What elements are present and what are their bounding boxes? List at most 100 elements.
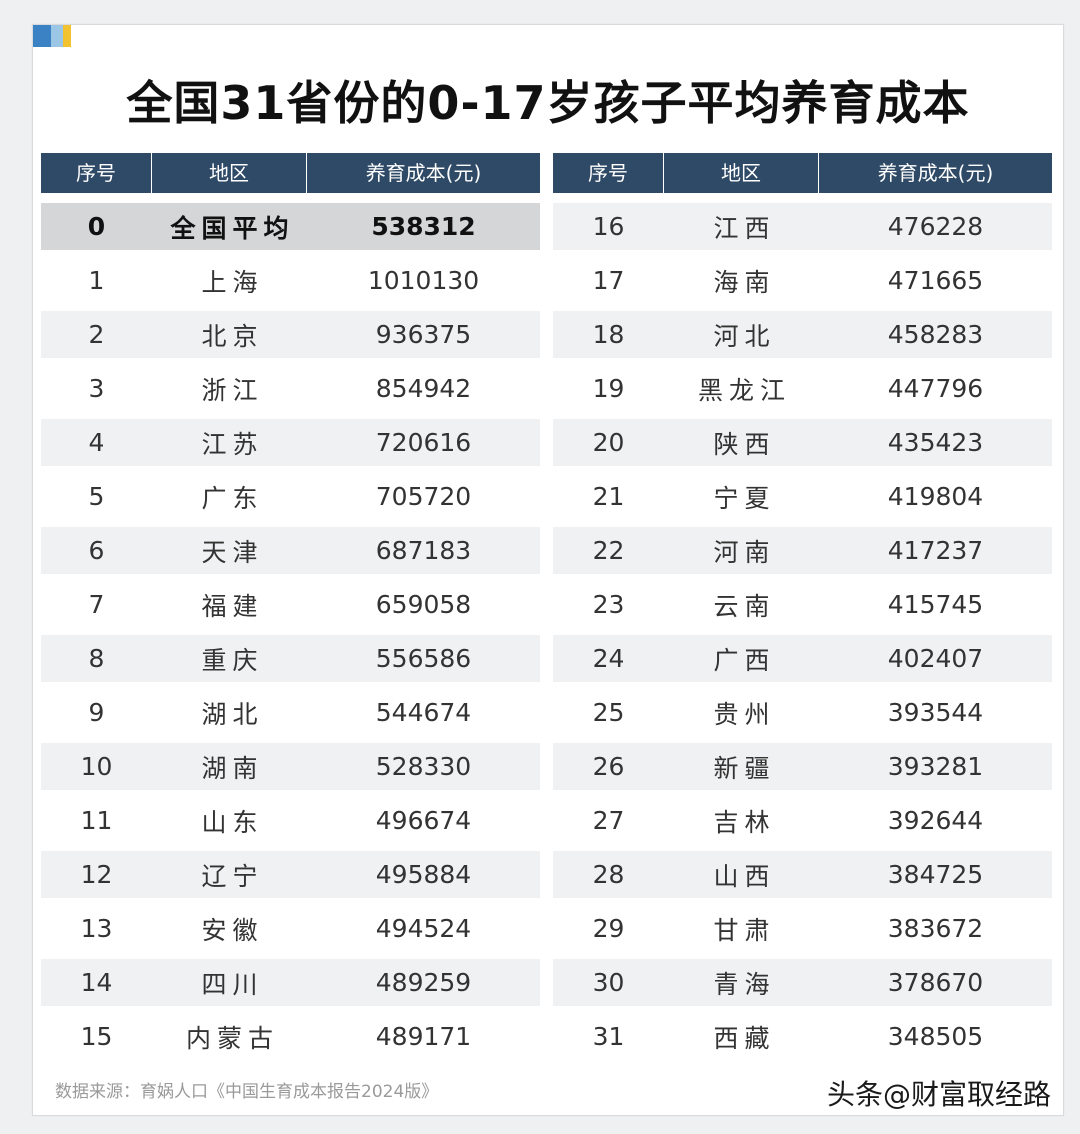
corner-mark-yellow [63,25,71,47]
row-cost: 720616 [375,428,472,457]
table-row: 23 云南 415745 [553,581,1052,628]
row-region: 天津 [201,537,264,567]
watermark: 头条@财富取经路 [822,1073,1055,1113]
table-row: 14 四川 489259 [41,959,540,1006]
row-region: 吉林 [713,807,776,837]
row-index: 25 [592,698,625,727]
row-region: 贵州 [713,699,776,729]
row-index: 31 [592,1022,625,1051]
row-region: 广东 [201,483,264,513]
corner-logo-mark [33,25,71,47]
row-cost: 489259 [375,968,472,997]
row-index: 30 [592,968,625,997]
row-region: 云南 [713,591,776,621]
table-row: 2 北京 936375 [41,311,540,358]
table-row: 18 河北 458283 [553,311,1052,358]
table-row: 31 西藏 348505 [553,1013,1052,1060]
table-row: 8 重庆 556586 [41,635,540,682]
row-region: 安徽 [201,915,264,945]
row-cost: 458283 [887,320,984,349]
row-cost: 415745 [887,590,984,619]
table-row: 6 天津 687183 [41,527,540,574]
row-region: 内蒙古 [185,1023,279,1053]
row-region: 广西 [713,645,776,675]
row-region: 河南 [713,537,776,567]
row-index: 6 [88,536,105,565]
row-cost: 435423 [887,428,984,457]
row-cost: 1010130 [367,266,480,295]
row-cost: 495884 [375,860,472,889]
row-region: 河北 [713,321,776,351]
row-region: 北京 [201,321,264,351]
row-index: 4 [88,428,105,457]
row-index: 27 [592,806,625,835]
table-header-left: 序号 地区 养育成本(元) [41,153,540,193]
table-row: 25 贵州 393544 [553,689,1052,736]
row-index: 18 [592,320,625,349]
row-index: 22 [592,536,625,565]
table-row: 27 吉林 392644 [553,797,1052,844]
row-index: 1 [88,266,105,295]
row-cost: 489171 [375,1022,472,1051]
cost-table-right: 序号 地区 养育成本(元) 16 江西 476228 17 海南 471665 18 河北 45… [553,153,1052,1060]
table-row: 30 青海 378670 [553,959,1052,1006]
row-region: 陕西 [713,429,776,459]
table-row: 29 甘肃 383672 [553,905,1052,952]
row-index: 5 [88,482,105,511]
row-cost: 494524 [375,914,472,943]
header-region: 地区 [152,153,307,193]
table-row: 12 辽宁 495884 [41,851,540,898]
row-region: 全国平均 [170,213,295,243]
row-cost: 348505 [887,1022,984,1051]
row-index: 10 [80,752,113,781]
table-row: 7 福建 659058 [41,581,540,628]
table-row: 24 广西 402407 [553,635,1052,682]
row-cost: 392644 [887,806,984,835]
row-index: 0 [87,212,106,241]
row-region: 四川 [201,969,264,999]
row-index: 11 [80,806,113,835]
table-row: 19 黑龙江 447796 [553,365,1052,412]
row-region: 湖北 [201,699,264,729]
row-region: 福建 [201,591,264,621]
row-index: 24 [592,644,625,673]
report-card: 全国31省份的0-17岁孩子平均养育成本 序号 地区 养育成本(元) 0 全国平均… [32,24,1064,1116]
row-cost: 393544 [887,698,984,727]
table-header-right: 序号 地区 养育成本(元) [553,153,1052,193]
row-region: 辽宁 [201,861,264,891]
row-cost: 538312 [371,212,476,241]
row-cost: 936375 [375,320,472,349]
row-index: 28 [592,860,625,889]
row-index: 21 [592,482,625,511]
row-index: 13 [80,914,113,943]
row-region: 江苏 [201,429,264,459]
row-index: 3 [88,374,105,403]
row-cost: 471665 [887,266,984,295]
row-region: 山东 [201,807,264,837]
corner-mark-blue [33,25,51,47]
table-row: 21 宁夏 419804 [553,473,1052,520]
header-cost: 养育成本(元) [365,161,482,185]
row-index: 15 [80,1022,113,1051]
row-cost: 659058 [375,590,472,619]
row-cost: 447796 [887,374,984,403]
row-region: 西藏 [713,1023,776,1053]
row-region: 新疆 [713,753,776,783]
row-region: 宁夏 [713,483,776,513]
page-title: 全国31省份的0-17岁孩子平均养育成本 [126,76,970,130]
table-row: 28 山西 384725 [553,851,1052,898]
table-row: 11 山东 496674 [41,797,540,844]
header-region: 地区 [664,153,819,193]
header-index: 序号 [41,153,152,193]
table-row: 22 河南 417237 [553,527,1052,574]
header-index: 序号 [553,153,664,193]
row-index: 17 [592,266,625,295]
row-region: 甘肃 [713,915,776,945]
row-region: 黑龙江 [697,375,791,405]
row-index: 26 [592,752,625,781]
row-index: 19 [592,374,625,403]
row-cost: 393281 [887,752,984,781]
table-row: 1 上海 1010130 [41,257,540,304]
row-index: 16 [592,212,625,241]
row-cost: 854942 [375,374,472,403]
